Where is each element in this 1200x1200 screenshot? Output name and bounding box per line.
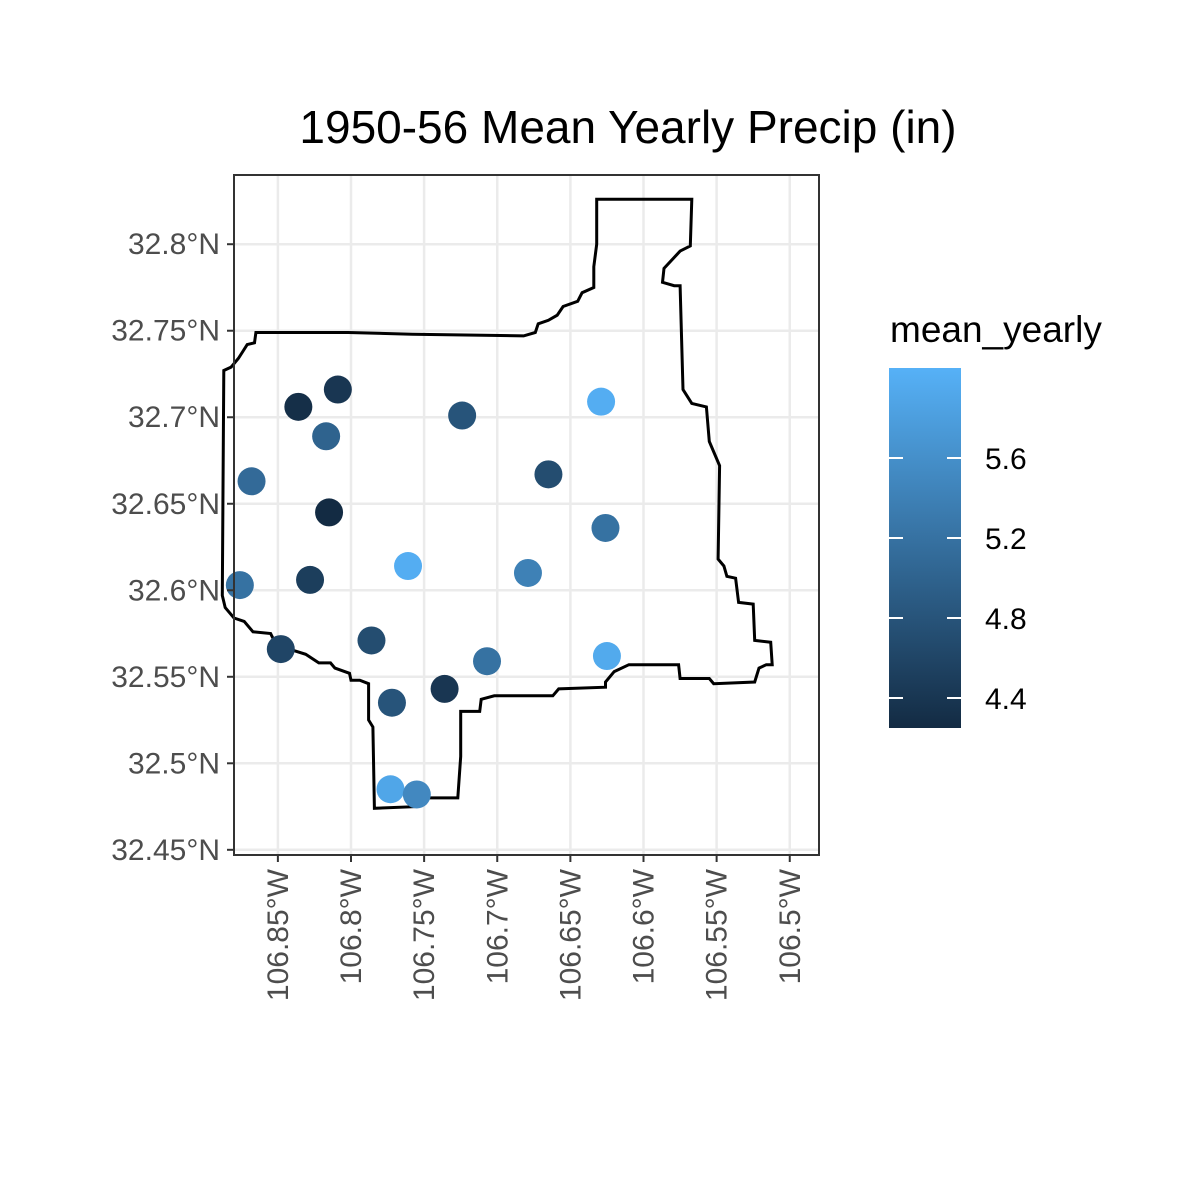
station-point-18 [377,688,406,717]
station-point-5 [237,467,266,496]
x-tick-label-4: 106.65°W [554,868,587,1001]
y-axis: 32.8°N 32.75°N 32.7°N 32.65°N 32.6°N 32.55°N 3… [111,228,234,867]
station-point-4 [587,387,616,416]
station-point-12 [225,571,254,600]
legend-label-3: 4.4 [985,683,1027,716]
y-tick-label-1: 32.75°N [111,315,220,348]
y-tick-label-2: 32.7°N [128,401,220,434]
y-tick-label-5: 32.55°N [111,661,220,694]
legend-ticks: 5.6 5.2 4.8 4.4 [889,443,1027,716]
legend-label-0: 5.6 [985,443,1027,476]
legend-colorbar [889,368,961,728]
station-points [225,375,621,809]
x-tick-label-3: 106.7°W [481,868,514,984]
legend-label-2: 4.8 [985,603,1027,636]
station-point-3 [448,401,477,430]
station-point-14 [266,635,295,664]
station-point-20 [402,780,431,809]
station-point-6 [534,460,563,489]
station-point-9 [394,552,423,581]
station-point-2 [312,422,341,451]
x-axis: 106.85°W 106.8°W 106.75°W 106.7°W 106.65°W 10… [262,855,807,1001]
station-point-7 [315,498,344,527]
y-tick-label-0: 32.8°N [128,228,220,261]
map-panel [220,174,820,856]
station-point-8 [591,513,620,542]
graticule [234,175,819,855]
station-point-13 [357,626,386,655]
station-point-16 [473,647,502,676]
station-point-11 [296,565,325,594]
y-tick-label-7: 32.45°N [111,834,220,867]
y-tick-label-6: 32.5°N [128,747,220,780]
chart-title: 1950-56 Mean Yearly Precip (in) [299,101,956,153]
x-tick-label-2: 106.75°W [408,868,441,1001]
y-tick-label-4: 32.6°N [128,574,220,607]
station-point-0 [284,392,313,421]
x-tick-label-5: 106.6°W [628,868,661,984]
y-tick-label-3: 32.65°N [111,488,220,521]
panel-border [233,174,820,856]
legend: mean_yearly 5.6 5.2 4.8 4.4 [889,309,1102,728]
station-point-17 [430,674,459,703]
station-point-1 [323,375,352,404]
x-tick-label-7: 106.5°W [774,868,807,984]
legend-label-1: 5.2 [985,523,1027,556]
x-tick-label-0: 106.85°W [262,868,295,1001]
station-point-10 [513,558,542,587]
station-point-19 [376,775,405,804]
x-tick-label-6: 106.55°W [701,868,734,1001]
x-tick-label-1: 106.8°W [335,868,368,984]
station-point-15 [592,642,621,671]
legend-title: mean_yearly [890,309,1102,350]
